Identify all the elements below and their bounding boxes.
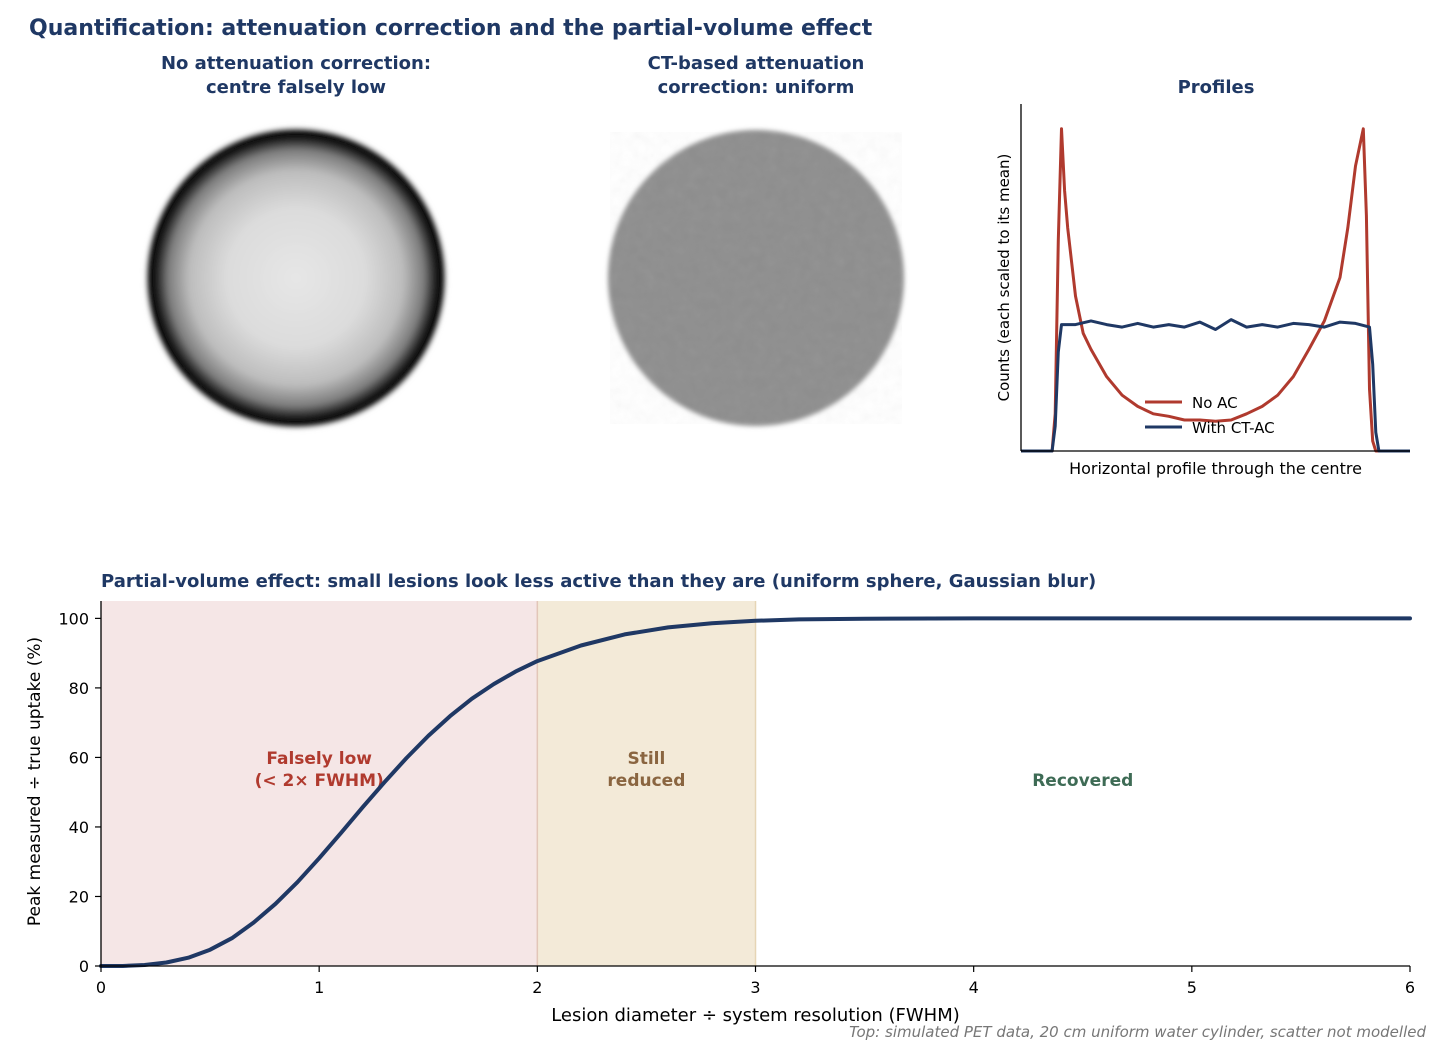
y-tick-label: 100 — [58, 609, 89, 628]
y-tick-label: 40 — [69, 818, 89, 837]
profile-line-ct-ac — [1021, 318, 1410, 453]
y-tick-label: 0 — [79, 957, 89, 976]
x-tick-label: 2 — [532, 978, 542, 997]
recovery-curve — [99, 616, 1412, 968]
pve-x-label: Lesion diameter ÷ system resolution (FWH… — [551, 1005, 960, 1026]
legend-label-ct-ac: With CT-AC — [1192, 419, 1275, 437]
x-tick-label: 6 — [1405, 978, 1415, 997]
region-falsely-low — [101, 601, 538, 966]
profiles-x-label: Horizontal profile through the centre — [1069, 459, 1362, 478]
pve-y-label: Peak measured ÷ true uptake (%) — [25, 637, 45, 926]
pve-chart: Falsely low (< 2× FWHM) Still reduced Recove… — [25, 601, 1415, 1026]
x-tick-label: 5 — [1187, 978, 1197, 997]
x-tick-label: 3 — [750, 978, 760, 997]
legend-label-no-ac: No AC — [1192, 394, 1238, 412]
profiles-chart: Horizontal profile through the centre Cou… — [995, 104, 1410, 478]
y-tick-label: 60 — [69, 748, 89, 767]
figure-title: Quantification: attenuation correction a… — [29, 16, 873, 41]
x-tick-label: 0 — [96, 978, 106, 997]
region-still-reduced — [537, 601, 756, 966]
ct-ac-panel-title: CT-based attenuation correction: uniform — [647, 53, 865, 98]
profiles-panel-title: Profiles — [1177, 77, 1255, 98]
profiles-y-label: Counts (each scaled to its mean) — [995, 154, 1013, 402]
pve-panel-title: Partial-volume effect: small lesions loo… — [101, 571, 1097, 592]
footnote: Top: simulated PET data, 20 cm uniform w… — [849, 1023, 1426, 1041]
y-tick-label: 80 — [69, 679, 89, 698]
profile-line-no-ac — [1021, 127, 1410, 453]
region-label-falsely-low: Falsely low (< 2× FWHM) — [255, 749, 384, 791]
x-tick-label: 4 — [969, 978, 979, 997]
y-tick-label: 20 — [69, 887, 89, 906]
ct-ac-phantom-image — [608, 130, 904, 426]
region-label-still-reduced: Still reduced — [607, 749, 685, 791]
no-ac-panel-title: No attenuation correction: centre falsel… — [160, 53, 432, 98]
region-label-recovered: Recovered — [1032, 771, 1133, 791]
x-tick-label: 1 — [314, 978, 324, 997]
no-ac-phantom-image — [144, 126, 448, 430]
